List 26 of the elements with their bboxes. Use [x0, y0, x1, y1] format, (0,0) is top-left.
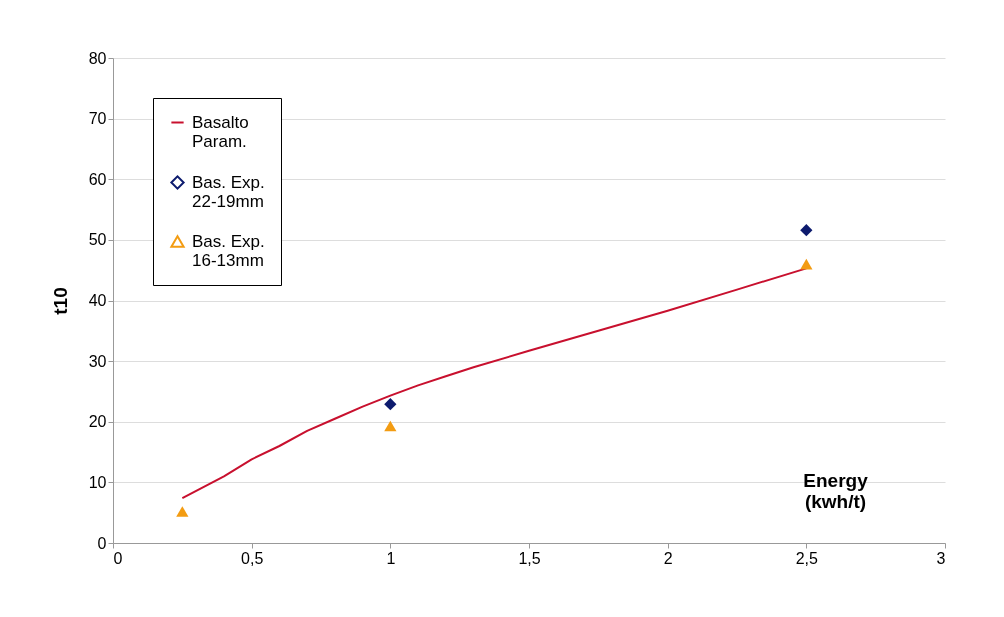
x-tick-label: 2 — [663, 549, 673, 567]
point — [800, 224, 813, 237]
y-tick-label: 30 — [88, 352, 107, 370]
legend-label: Basalto Param. — [192, 112, 249, 151]
point — [384, 398, 397, 411]
x-axis-title: Energy (kwh/t) — [803, 469, 869, 512]
point — [384, 420, 397, 432]
legend-label: Bas. Exp. 22-19mm — [192, 172, 265, 211]
x-tick-label: 3 — [936, 549, 946, 567]
y-axis-title: t10 — [49, 287, 71, 315]
y-tick-label: 40 — [88, 292, 107, 309]
y-tick-label: 20 — [88, 413, 107, 431]
x-tick-label: 2,5 — [795, 549, 819, 567]
y-tick-label: 50 — [88, 231, 107, 249]
point — [800, 258, 813, 270]
y-tick-label: 10 — [88, 473, 107, 491]
x-tick-label: 0,5 — [241, 549, 264, 567]
point — [176, 506, 189, 517]
y-tick-label: 80 — [88, 49, 107, 67]
x-tick-label: 1 — [386, 549, 396, 567]
x-tick-label: 1,5 — [518, 549, 541, 567]
y-tick-label: 70 — [88, 110, 107, 128]
x-tick-label: 0 — [113, 549, 123, 567]
y-tick-label: 0 — [97, 534, 107, 552]
y-tick-label: 60 — [88, 170, 107, 188]
legend-label: Bas. Exp. 16-13mm — [192, 231, 265, 270]
